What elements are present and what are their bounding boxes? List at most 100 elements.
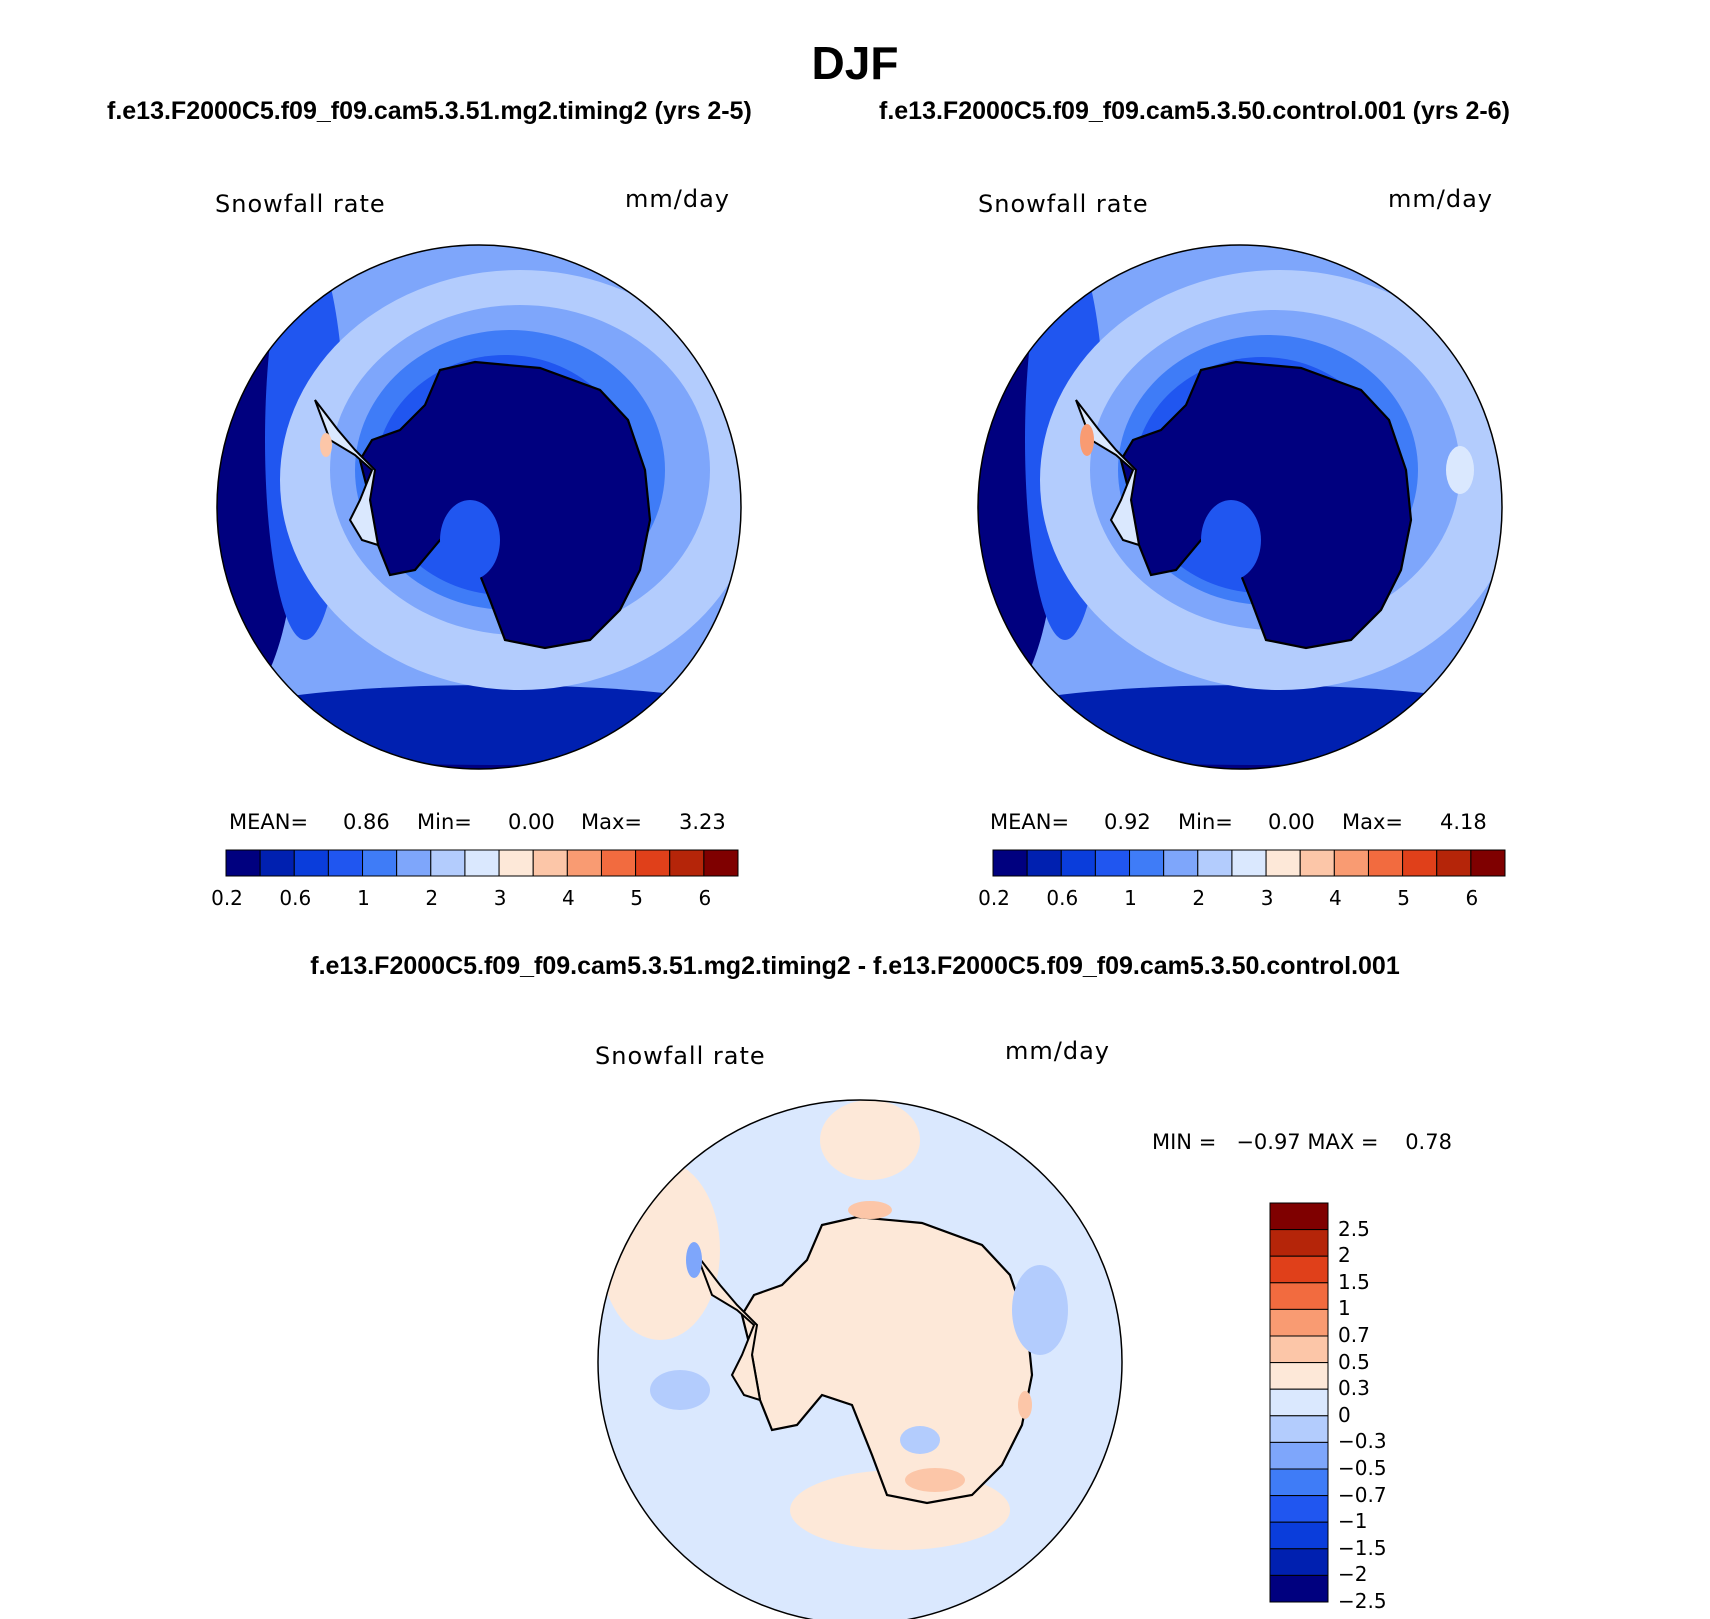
panel-2-colorbar-swatch [1367, 849, 1404, 877]
diff-colorbar-swatch [1269, 1335, 1329, 1364]
panel-1-bottom-band-2 [217, 685, 741, 765]
diff-colorbar-swatch [1269, 1441, 1329, 1470]
panel-2-colorbar-tick-label: 5 [1397, 886, 1410, 910]
panel-1-max-value: 3.23 [679, 810, 726, 834]
panel-2-variable-label: Snowfall rate [978, 190, 1149, 218]
diff-colorbar [1269, 1202, 1329, 1603]
diff-colorbar-tick-label: −0.3 [1338, 1429, 1387, 1454]
panel-2-colorbar-tick-label: 2 [1192, 886, 1206, 910]
panel-1-mean-value: 0.86 [343, 810, 390, 834]
diff-units-label: mm/day [1005, 1037, 1110, 1065]
panel-2-colorbar [992, 849, 1506, 877]
panel-2-colorbar-swatch [1197, 849, 1233, 877]
diff-blue-patch-2 [650, 1370, 710, 1410]
diff-colorbar-tick-label: −0.5 [1338, 1456, 1387, 1480]
diff-colorbar-swatch [1269, 1388, 1329, 1417]
panel-1-colorbar-swatch [464, 849, 500, 877]
diff-colorbar-tick-label: −0.7 [1338, 1482, 1387, 1507]
panel-2-pale-spot [1446, 446, 1474, 494]
panel-2-antarctica-fill [1121, 362, 1411, 648]
figure-title: DJF [811, 37, 899, 89]
panel-2-colorbar-swatch [1231, 849, 1267, 877]
diff-warm-west [600, 1160, 720, 1340]
panel-1-map-border [216, 244, 742, 770]
panel-1-variable-label: Snowfall rate [215, 190, 386, 218]
diff-blue-patch-1 [1012, 1265, 1068, 1355]
diff-colorbar-swatch [1269, 1548, 1329, 1576]
diff-colorbar-swatch [1269, 1574, 1329, 1603]
panel-1-colorbar-swatch [293, 849, 329, 877]
diff-colorbar-tick-label: 1.5 [1338, 1269, 1370, 1294]
panel-1-colorbar-swatch [225, 849, 261, 877]
diff-colorbar-tick-label: 0.7 [1338, 1323, 1370, 1347]
panel-1-map [217, 245, 741, 769]
panel-1-subtitle: f.e13.F2000C5.f09_f09.cam5.3.51.mg2.timi… [107, 97, 752, 125]
diff-variable-label: Snowfall rate [595, 1042, 766, 1070]
panel-1-peninsula [314, 399, 380, 547]
diff-map-border [597, 1099, 1123, 1619]
diff-colorbar-swatch [1269, 1255, 1329, 1284]
panel-2-colorbar-swatch [1299, 849, 1335, 877]
diff-colorbar-swatch [1269, 1362, 1329, 1390]
panel-2-max-value: 4.18 [1440, 810, 1487, 834]
diff-colorbar-swatch [1269, 1308, 1329, 1337]
diff-colorbar-tick-label: 1 [1338, 1296, 1351, 1321]
diff-colorbar-swatch [1269, 1282, 1329, 1310]
diff-warm-north [820, 1100, 920, 1180]
panel-1-colorbar-swatch [566, 849, 602, 877]
diff-map [598, 1100, 1122, 1619]
panel-1-colorbar-swatch [669, 849, 705, 877]
panel-1-min-label: Min= [417, 810, 472, 834]
diff-colorbar-tick-label: 2.5 [1338, 1216, 1370, 1241]
diff-colorbar-tick-label: −2.5 [1338, 1589, 1387, 1613]
diff-colorbar-tick-label: 2 [1338, 1243, 1351, 1268]
diff-blue-patch-4 [686, 1242, 702, 1278]
diff-colorbar-swatch [1269, 1415, 1329, 1443]
diff-colorbar-swatch [1269, 1468, 1329, 1497]
panel-2-colorbar-swatch [1402, 849, 1438, 877]
diff-colorbar-tick-label: 0 [1338, 1402, 1351, 1427]
panel-1-colorbar-swatch [430, 849, 466, 877]
panel-2-colorbar-swatch [1094, 849, 1131, 877]
diff-colorbar-tick-label: 0.5 [1338, 1349, 1370, 1374]
panel-2-colorbar-tick-label: 0.2 [978, 886, 1010, 910]
panel-1-min-value: 0.00 [508, 810, 555, 834]
panel-2-units-label: mm/day [1388, 185, 1493, 213]
panel-2-colorbar-swatch [1129, 849, 1165, 877]
panel-1-colorbar-swatch [703, 849, 739, 877]
panel-2-bottom-band-2 [978, 685, 1502, 765]
panel-1-colorbar-swatch [635, 849, 671, 877]
panel-1-colorbar-tick-label: 4 [561, 886, 575, 910]
panel-2-colorbar-tick-label: 1 [1124, 886, 1137, 910]
diff-blue-patch-3 [900, 1426, 940, 1454]
panel-1-max-label: Max= [581, 810, 643, 834]
panel-2-min-label: Min= [1178, 810, 1233, 834]
panel-2-warm-spot [1080, 424, 1094, 456]
panel-2-map-border [977, 244, 1503, 770]
panel-1-colorbar-swatch [362, 849, 398, 877]
diff-colorbar-swatch [1269, 1229, 1329, 1257]
panel-1-colorbar-tick-label: 6 [698, 886, 712, 910]
panel-1-antarctica-fill [360, 362, 650, 648]
panel-2-colorbar-swatch [992, 849, 1028, 877]
diff-colorbar-swatch [1269, 1495, 1329, 1523]
panel-1-colorbar-swatch [396, 849, 432, 877]
panel-2-colorbar-tick-label: 6 [1465, 886, 1479, 910]
diff-colorbar-swatch [1269, 1202, 1329, 1231]
diff-min-max-label: MIN = −0.97 MAX = 0.78 [1152, 1130, 1452, 1154]
panel-2-colorbar-tick-label: 3 [1260, 886, 1274, 910]
panel-1-colorbar-tick-label: 0.2 [211, 886, 243, 910]
panel-2-colorbar-tick-label: 4 [1328, 886, 1342, 910]
panel-2-subtitle: f.e13.F2000C5.f09_f09.cam5.3.50.control.… [879, 97, 1510, 125]
diff-colorbar-tick-label: 0.3 [1338, 1376, 1370, 1401]
diff-antarctica-fill [742, 1217, 1032, 1503]
panel-2-colorbar-swatch [1060, 849, 1096, 877]
panel-2-colorbar-swatch [1026, 849, 1062, 877]
diff-warm-spot-1 [905, 1468, 965, 1492]
panel-1-colorbar-tick-label: 3 [493, 886, 507, 910]
panel-2-map [978, 245, 1502, 769]
panel-2-colorbar-swatch [1265, 849, 1301, 877]
panel-1-colorbar-swatch [532, 849, 568, 877]
diff-colorbar-tick-label: −1 [1338, 1509, 1368, 1534]
